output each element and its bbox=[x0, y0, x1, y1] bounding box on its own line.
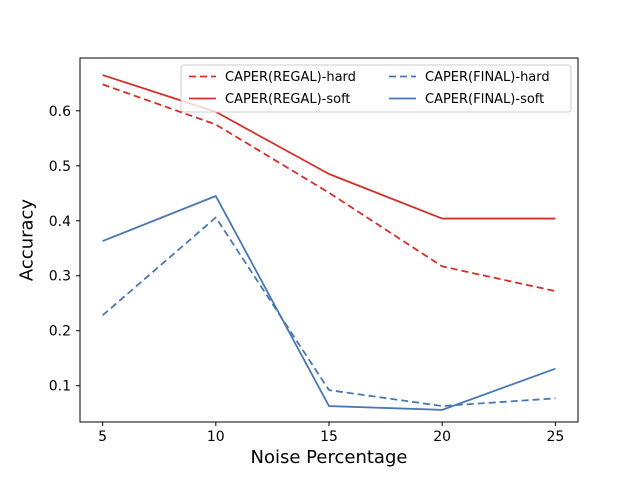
legend-label: CAPER(FINAL)-hard bbox=[425, 70, 550, 85]
y-tick-label: 0.3 bbox=[49, 269, 71, 285]
series-line-caper-regal-soft bbox=[102, 74, 556, 220]
legend-entry: CAPER(FINAL)-hard bbox=[389, 70, 550, 85]
y-tick-label: 0.2 bbox=[49, 324, 71, 340]
series-line-caper-final-hard bbox=[102, 216, 556, 407]
legend-entry: CAPER(REGAL)-soft bbox=[189, 92, 351, 107]
legend: CAPER(REGAL)-hard CAPER(REGAL)-soft CAPER(… bbox=[180, 64, 572, 113]
plot-border bbox=[79, 57, 579, 423]
y-tick-label: 0.1 bbox=[49, 379, 71, 395]
x-tick-label: 20 bbox=[433, 429, 451, 445]
x-tick-label: 25 bbox=[546, 429, 564, 445]
legend-entry: CAPER(REGAL)-hard bbox=[189, 70, 356, 85]
y-tick-label: 0.6 bbox=[49, 104, 71, 120]
x-tick-label: 10 bbox=[207, 429, 225, 445]
y-tick-label: 0.4 bbox=[49, 214, 71, 230]
legend-box bbox=[180, 64, 572, 113]
y-axis-label: Accuracy bbox=[16, 198, 38, 282]
legend-label: CAPER(FINAL)-soft bbox=[425, 92, 544, 107]
legend-entry: CAPER(FINAL)-soft bbox=[389, 92, 544, 107]
legend-label: CAPER(REGAL)-hard bbox=[225, 70, 356, 85]
x-axis-label: Noise Percentage bbox=[250, 447, 408, 468]
series-line-caper-regal-hard bbox=[102, 83, 556, 293]
x-tick-label: 5 bbox=[98, 429, 107, 445]
y-tick-label: 0.5 bbox=[49, 159, 71, 175]
x-tick-label: 15 bbox=[320, 429, 338, 445]
series-line-caper-final-soft bbox=[102, 195, 556, 411]
legend-label: CAPER(REGAL)-soft bbox=[225, 92, 351, 107]
